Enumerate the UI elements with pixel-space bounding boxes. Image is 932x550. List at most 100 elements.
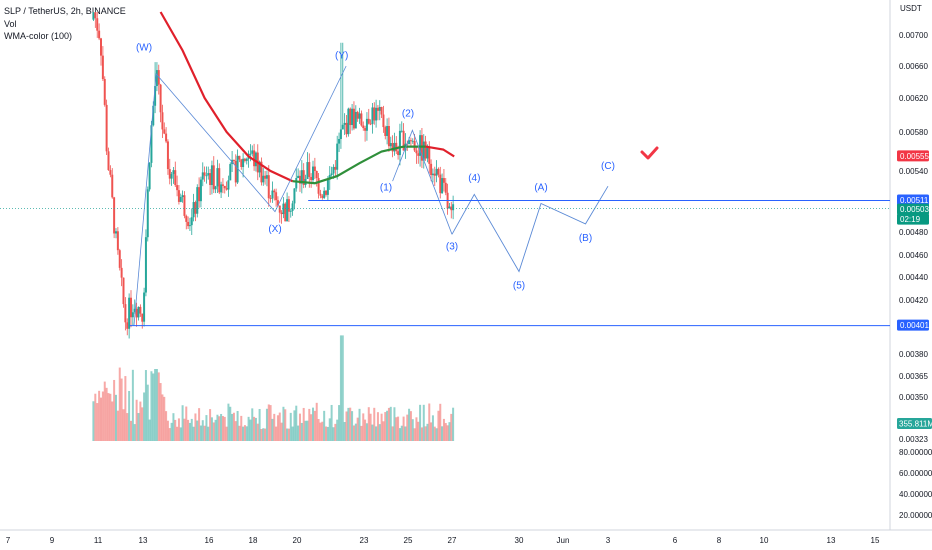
- candle-body: [245, 158, 248, 161]
- volume-bar: [225, 426, 228, 441]
- wave-label: (B): [579, 233, 592, 244]
- price-tick: 0.00365: [899, 372, 928, 381]
- candle-body: [205, 175, 208, 177]
- candle-body: [351, 108, 354, 126]
- wxy-wave-line: [133, 65, 347, 326]
- wave-label: (W): [136, 43, 152, 54]
- candle-body: [358, 113, 361, 119]
- volume-bar: [439, 403, 442, 441]
- volume-bar: [172, 413, 175, 441]
- wma-line: [159, 11, 455, 185]
- candle-body: [422, 141, 425, 161]
- time-tick: Jun: [557, 536, 570, 545]
- support-badge-bg: [897, 319, 929, 331]
- candle-body: [107, 151, 110, 171]
- volume-bar: [196, 420, 199, 441]
- volume-bar: [312, 407, 315, 441]
- volume-bar: [411, 419, 414, 441]
- volume-bar: [286, 428, 289, 441]
- volume-bar: [218, 416, 221, 441]
- candle-body: [105, 104, 108, 152]
- volume-bar: [135, 399, 138, 441]
- candle-body: [98, 30, 101, 39]
- candle-body: [352, 108, 355, 129]
- time-tick: 27: [448, 536, 457, 545]
- volume-bar: [214, 419, 217, 441]
- candle-body: [223, 185, 226, 189]
- candle-body: [181, 195, 184, 198]
- candle-body: [201, 172, 204, 180]
- candle-body: [220, 184, 223, 193]
- volume-bar: [362, 413, 365, 441]
- volume-bar: [253, 416, 256, 441]
- volume-bar: [120, 378, 123, 441]
- candle-body: [300, 170, 303, 184]
- candle-body: [101, 55, 104, 79]
- candle-body: [150, 125, 153, 163]
- volume-bar: [313, 410, 316, 441]
- volume-bar: [441, 426, 444, 441]
- candle-body: [332, 166, 335, 174]
- wave-labels: (W) (X) (Y) (1) (2) (3) (4) (5) (A) (B) (C): [136, 43, 659, 292]
- countdown-badge-bg: [897, 213, 929, 225]
- candle-body: [216, 168, 219, 187]
- candle-body: [190, 217, 193, 226]
- volume-bar: [101, 391, 104, 441]
- volume-bar: [168, 428, 171, 441]
- volume-bar: [275, 426, 278, 441]
- volume-bar: [284, 409, 287, 441]
- candle-body: [209, 173, 212, 186]
- volume-bar: [302, 407, 305, 441]
- candle-body: [100, 38, 102, 56]
- candle-body: [442, 178, 445, 183]
- candle-body: [275, 192, 278, 201]
- volume-bar: [245, 426, 248, 441]
- candle-body: [291, 203, 294, 211]
- candle-body: [360, 113, 363, 126]
- volume-bar: [109, 393, 112, 441]
- volume-bar: [232, 412, 235, 441]
- candle-body: [362, 125, 365, 129]
- candle-body: [199, 179, 202, 202]
- candle-body: [131, 312, 134, 318]
- candle-body: [115, 231, 117, 234]
- volume-bar: [354, 423, 357, 441]
- candle-body: [373, 107, 376, 121]
- candle-body: [387, 125, 390, 147]
- volume-bar: [187, 419, 190, 441]
- volume-bar: [382, 421, 385, 441]
- candle-body: [430, 163, 433, 176]
- candle-body: [313, 166, 316, 171]
- time-tick: 20: [293, 536, 302, 545]
- volume-bar: [373, 407, 376, 441]
- candle-body: [431, 173, 434, 176]
- price-tick: 0.00480: [899, 228, 928, 237]
- volume-bar: [364, 419, 367, 441]
- volume-bar: [304, 420, 307, 441]
- candle-body: [146, 189, 149, 238]
- price-tick: 0.00380: [899, 350, 928, 359]
- volume-bar: [315, 402, 318, 441]
- volume-bar: [397, 416, 400, 441]
- wave-label: (2): [402, 109, 414, 120]
- candle-body: [174, 170, 177, 186]
- volume-bar: [378, 424, 381, 441]
- candle-body: [426, 146, 429, 159]
- volume-bar: [356, 417, 359, 441]
- candle-body: [242, 158, 245, 167]
- candle-body: [240, 159, 243, 167]
- candle-body: [111, 174, 114, 198]
- price-tick: 0.00420: [899, 296, 928, 305]
- volume-bar: [317, 419, 320, 441]
- price-tick: 0.00620: [899, 94, 928, 103]
- volume-tick: 80.00000: [899, 448, 932, 457]
- volume-bar: [402, 416, 405, 441]
- volume-bar: [216, 414, 219, 441]
- last-price-badge-bg: [897, 203, 929, 215]
- volume-bar: [338, 405, 341, 441]
- candle-body: [148, 162, 151, 190]
- candle-body: [133, 308, 136, 313]
- candle-body: [96, 18, 99, 31]
- candle-body: [345, 122, 348, 135]
